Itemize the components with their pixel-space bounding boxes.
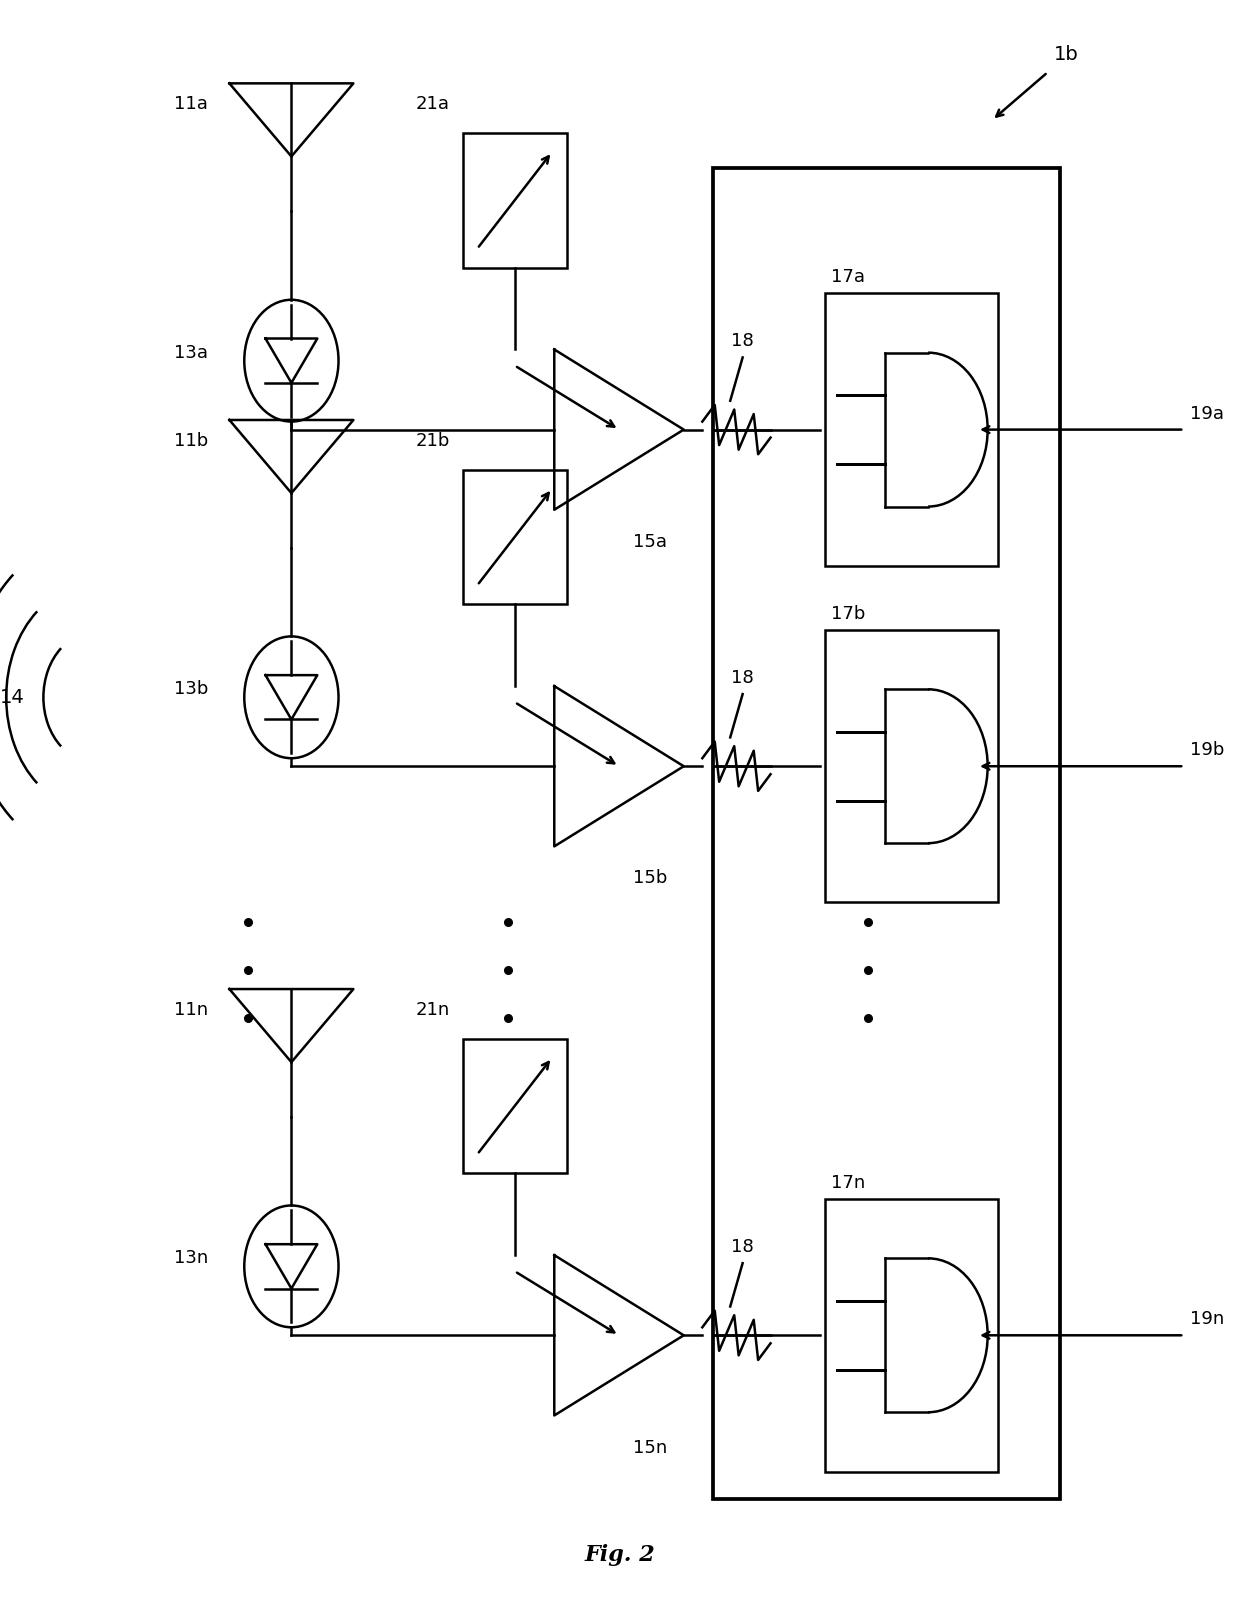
Text: 21n: 21n <box>415 1000 450 1020</box>
Bar <box>463 470 567 604</box>
Text: 14: 14 <box>0 688 25 707</box>
Text: 18: 18 <box>732 1238 754 1257</box>
Text: 11a: 11a <box>174 95 207 114</box>
Text: 21b: 21b <box>415 431 450 450</box>
Text: 18: 18 <box>732 668 754 688</box>
Text: 15n: 15n <box>634 1438 667 1457</box>
Text: 13n: 13n <box>174 1249 208 1268</box>
Text: 1b: 1b <box>1054 45 1079 64</box>
Text: 17b: 17b <box>831 604 866 624</box>
Bar <box>825 1199 998 1472</box>
Bar <box>825 293 998 566</box>
Text: 17n: 17n <box>831 1173 866 1193</box>
Text: 11n: 11n <box>174 1000 208 1020</box>
Text: 19b: 19b <box>1190 741 1225 760</box>
Text: 13b: 13b <box>174 680 208 699</box>
Text: 15a: 15a <box>634 532 667 551</box>
Bar <box>825 630 998 902</box>
Bar <box>713 168 1060 1499</box>
Text: 21a: 21a <box>415 95 449 114</box>
Text: 18: 18 <box>732 332 754 351</box>
Bar <box>463 133 567 268</box>
Text: 19n: 19n <box>1190 1310 1225 1329</box>
Text: 11b: 11b <box>174 431 208 450</box>
Text: 13a: 13a <box>174 343 207 362</box>
Text: Fig. 2: Fig. 2 <box>584 1544 656 1566</box>
Bar <box>463 1039 567 1173</box>
Text: 17a: 17a <box>831 268 864 287</box>
Text: 19a: 19a <box>1190 404 1224 423</box>
Text: 15b: 15b <box>634 869 668 888</box>
